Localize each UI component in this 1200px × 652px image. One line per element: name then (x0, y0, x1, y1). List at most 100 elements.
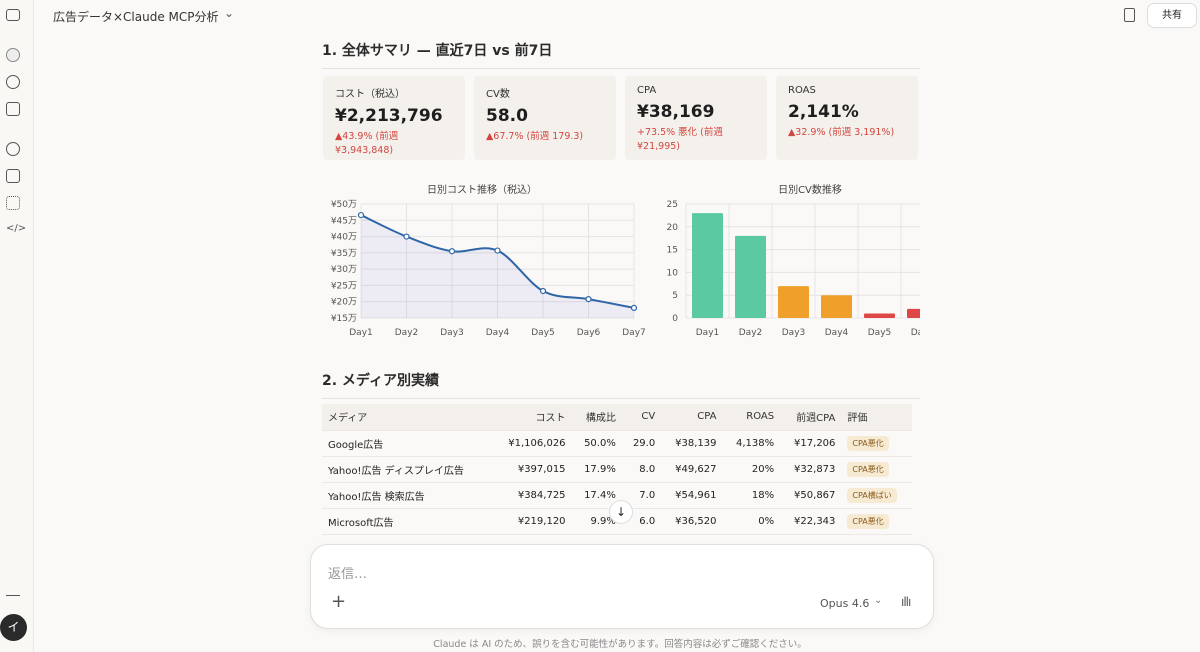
area (361, 215, 634, 318)
artifacts[interactable] (6, 196, 20, 210)
kpi-change: ▲32.9% (前週 3,191%) (788, 127, 895, 138)
search[interactable] (6, 75, 20, 89)
column-header: CPA (661, 404, 723, 431)
kpi-label: CPA (637, 85, 657, 96)
table-cell: 17.4% (571, 482, 622, 509)
kpi-value: ¥2,213,796 (335, 106, 443, 126)
kpi-value: 58.0 (486, 106, 528, 126)
voice-button[interactable]: ıllı (901, 595, 911, 609)
table-cell: ¥38,139 (661, 430, 723, 457)
table-cell: ¥17,206 (780, 430, 842, 457)
table-cell: Yahoo!広告 検索広告 (322, 482, 492, 509)
conversation-title[interactable]: 広告データ×Claude MCP分析 (53, 10, 219, 24)
column-header: CV (621, 404, 662, 431)
line-chart: 日別コスト推移（税込） ¥15万 ¥20万 ¥25万 ¥30万 ¥35万 ¥40万 ¥45万 ¥… (331, 183, 646, 338)
bar (821, 295, 852, 318)
y-tick-label: ¥25万 (331, 281, 357, 291)
attach-button[interactable]: + (331, 591, 347, 612)
table-cell: ¥32,873 (780, 456, 842, 483)
table-cell: Google広告 (322, 430, 492, 457)
kpi-label: CV数 (486, 89, 510, 100)
status-badge: CPA悪化 (847, 461, 889, 477)
column-header: 構成比 (571, 404, 622, 431)
table-cell: ¥54,961 (661, 482, 723, 509)
table-cell: ¥50,867 (780, 482, 842, 509)
table-cell: 4,138% (722, 430, 781, 457)
y-tick-label: ¥15万 (331, 314, 357, 324)
x-tick-label: Day5 (531, 328, 555, 338)
kpi-change: +73.5% 悪化 (前週 ¥21,995) (637, 127, 723, 152)
table-row: Google広告 ¥1,106,026 50.0% 29.0 ¥38,139 4,138%… (322, 430, 912, 457)
avatar[interactable]: イ (0, 614, 27, 641)
table-cell: 50.0% (571, 430, 622, 457)
table-cell: ¥384,725 (491, 482, 572, 509)
top-bar: 広告データ×Claude MCP分析 ⌄ 共有 (34, 0, 1200, 32)
table-cell: 20% (722, 456, 781, 483)
table-row: Yahoo!広告 検索広告 ¥384,725 17.4% 7.0 ¥54,961 18% ¥… (322, 482, 912, 509)
table-cell: Yahoo!広告 ディスプレイ広告 (322, 456, 492, 483)
x-tick-label: Day6 (577, 328, 601, 338)
table-cell: ¥49,627 (661, 456, 723, 483)
point (494, 247, 501, 254)
code[interactable]: </> (6, 223, 27, 234)
table-cell: 9.9% (571, 508, 622, 535)
y-tick-label: ¥20万 (331, 298, 357, 308)
kpi-change: ▲43.9% (前週 ¥3,943,848) (335, 131, 399, 156)
table-cell: 17.9% (571, 456, 622, 483)
x-tick-label: Day1 (349, 328, 373, 338)
column-header: 前週CPA (780, 404, 842, 431)
y-tick-label: ¥35万 (331, 249, 357, 259)
sidebar-toggle[interactable] (6, 9, 20, 21)
column-header: ROAS (722, 404, 781, 431)
table-cell: ¥22,343 (780, 508, 842, 535)
kpi-value: ¥38,169 (637, 102, 715, 122)
scroll-down-button[interactable]: ↓ (609, 500, 633, 524)
table-cell: 0% (722, 508, 781, 535)
kpi-value: 2,141% (788, 102, 859, 122)
kpi-change: ▲67.7% (前週 179.3) (486, 131, 584, 142)
table-cell: 8.0 (621, 456, 662, 483)
new-chat[interactable] (6, 48, 20, 62)
table-row: Yahoo!広告 ディスプレイ広告 ¥397,015 17.9% 8.0 ¥49,627… (322, 456, 912, 483)
point (403, 233, 410, 240)
y-tick-label: 15 (667, 246, 678, 256)
kpi-label: ROAS (788, 85, 816, 96)
download[interactable] (6, 582, 20, 596)
table-cell: 7.0 (621, 482, 662, 509)
y-tick-label: 10 (667, 268, 679, 278)
document-icon[interactable] (1124, 8, 1135, 22)
chart-title: 日別CV数推移 (778, 183, 842, 196)
bar (864, 313, 895, 318)
chats[interactable] (6, 142, 20, 156)
y-tick-label: ¥45万 (331, 216, 357, 226)
y-tick-label: 5 (672, 291, 678, 301)
x-tick-label: Day3 (782, 328, 806, 338)
disclaimer: Claude は AI のため、誤りを含む可能性があります。回答内容は必ずご確認… (433, 639, 807, 650)
point (357, 211, 365, 219)
x-tick-label: Day7 (622, 328, 646, 338)
column-header: メディア (322, 404, 492, 431)
x-tick-label: Day1 (696, 328, 720, 338)
x-tick-label: Day4 (486, 328, 510, 338)
model-selector[interactable]: Opus 4.6 (820, 597, 870, 610)
kpi-card: コスト（税込） ¥2,213,796 ▲43.9% (前週 ¥3,943,848) (323, 76, 465, 160)
share-button[interactable]: 共有 (1147, 3, 1197, 28)
title-menu[interactable]: ⌄ (224, 6, 235, 20)
x-tick-label: Day3 (440, 328, 464, 338)
table-cell: ¥219,120 (491, 508, 572, 535)
projects[interactable] (6, 169, 20, 183)
bar (907, 308, 920, 318)
x-tick-label: Day6 (911, 328, 920, 338)
y-tick-label: ¥50万 (331, 200, 357, 210)
table-cell: ¥36,520 (661, 508, 723, 535)
column-header: コスト (491, 404, 572, 431)
kpi-label: コスト（税込） (335, 89, 405, 100)
table-cell: CPA悪化 (841, 430, 912, 457)
x-tick-label: Day5 (868, 328, 892, 338)
kpi-card: ROAS 2,141% ▲32.9% (前週 3,191%) (776, 76, 918, 160)
model-menu[interactable]: ⌄ (874, 595, 883, 606)
kpi-card: CV数 58.0 ▲67.7% (前週 179.3) (474, 76, 616, 160)
reply-input[interactable]: 返信… (328, 567, 368, 582)
tools[interactable] (6, 102, 20, 116)
